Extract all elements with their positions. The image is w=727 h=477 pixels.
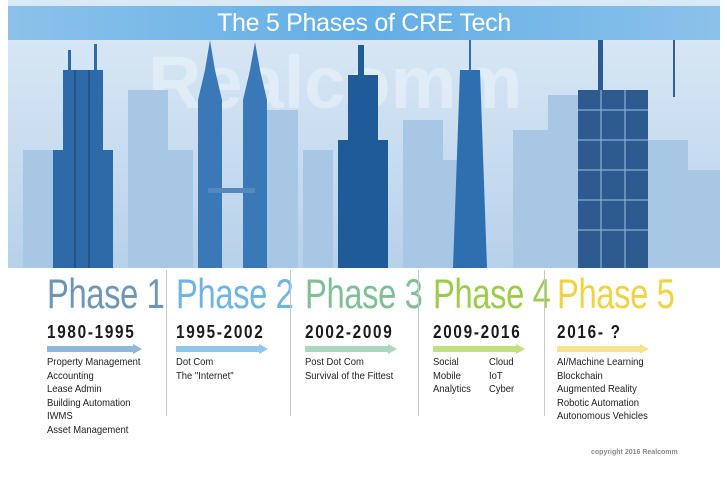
skyline-illustration: Realcomm [23,20,720,268]
phase-1-column: Phase 1 1980-1995 Property Management Ac… [47,270,167,436]
divider [544,270,545,416]
phase-3-column: Phase 3 2002-2009 Post Dot Com Survival … [305,270,423,420]
list-item: Social [433,356,459,368]
phase-1-arrow-icon [47,344,142,354]
phase-4-label: Phase 4 [433,270,551,317]
building-trump-tower [338,45,388,268]
phase-5-items: AI/Machine Learning Blockchain Augmented… [557,356,648,424]
building-under-construction [578,20,678,268]
phase-1-items: Property Management Accounting Lease Adm… [47,356,141,438]
hero-banner: Realcomm [8,0,720,268]
list-item: The "Internet" [176,369,234,382]
list-item: Asset Management [47,423,129,436]
phase-3-years: 2002-2009 [305,322,394,342]
list-item: Dot Com [176,356,214,368]
building-one-wtc [453,28,487,268]
list-item: Autonomous Vehicles [557,410,648,423]
list-item: Blockchain [557,369,603,382]
list-item: Building Automation [47,396,131,409]
divider [418,270,419,416]
list-item: IoT [489,369,503,382]
list-item: IWMS [47,410,73,423]
list-item: Property Management [47,356,141,368]
list-item: Survival of the Fittest [305,369,394,382]
phase-4-years: 2009-2016 [433,322,522,342]
building-sears-tower [53,44,113,268]
title-bar [8,6,720,40]
list-item: AI/Machine Learning [557,356,644,368]
phase-2-column: Phase 2 1995-2002 Dot Com The "Internet" [176,270,294,420]
phase-4-items-col2: Cloud IoT Cyber [489,356,514,397]
phase-5-column: Phase 5 2016- ? AI/Machine Learning Bloc… [557,270,687,422]
phase-1-years: 1980-1995 [47,322,136,342]
phase-2-items: Dot Com The "Internet" [176,356,234,383]
list-item: Cloud [489,356,514,368]
phase-2-arrow-icon [176,344,268,354]
list-item: Cyber [489,383,515,396]
divider [166,270,167,416]
construction-grid [578,90,648,268]
phase-2-label: Phase 2 [176,270,294,317]
phase-4-column: Phase 4 2009-2016 Social Mobile Analytic… [433,270,551,420]
list-item: Lease Admin [47,383,102,396]
phase-3-items: Post Dot Com Survival of the Fittest [305,356,393,383]
list-item: Analytics [433,383,471,396]
phase-3-arrow-icon [305,344,397,354]
phase-3-label: Phase 3 [305,270,423,317]
list-item: Augmented Reality [557,383,637,396]
building-petronas-towers [198,40,267,268]
divider [290,270,291,416]
list-item: Mobile [433,369,461,382]
list-item: Post Dot Com [305,356,364,368]
phase-2-years: 1995-2002 [176,322,265,342]
phase-1-label: Phase 1 [47,270,165,317]
phase-5-arrow-icon [557,344,649,354]
page-title: The 5 Phases of CRE Tech [217,9,511,37]
phase-5-years: 2016- ? [557,322,622,342]
phase-4-arrow-icon [433,344,525,354]
list-item: Accounting [47,369,94,382]
phase-4-items: Social Mobile Analytics [433,356,471,397]
copyright-text: copyright 2016 Realcomm [591,449,678,456]
list-item: Robotic Automation [557,396,639,409]
phase-5-label: Phase 5 [557,270,675,317]
